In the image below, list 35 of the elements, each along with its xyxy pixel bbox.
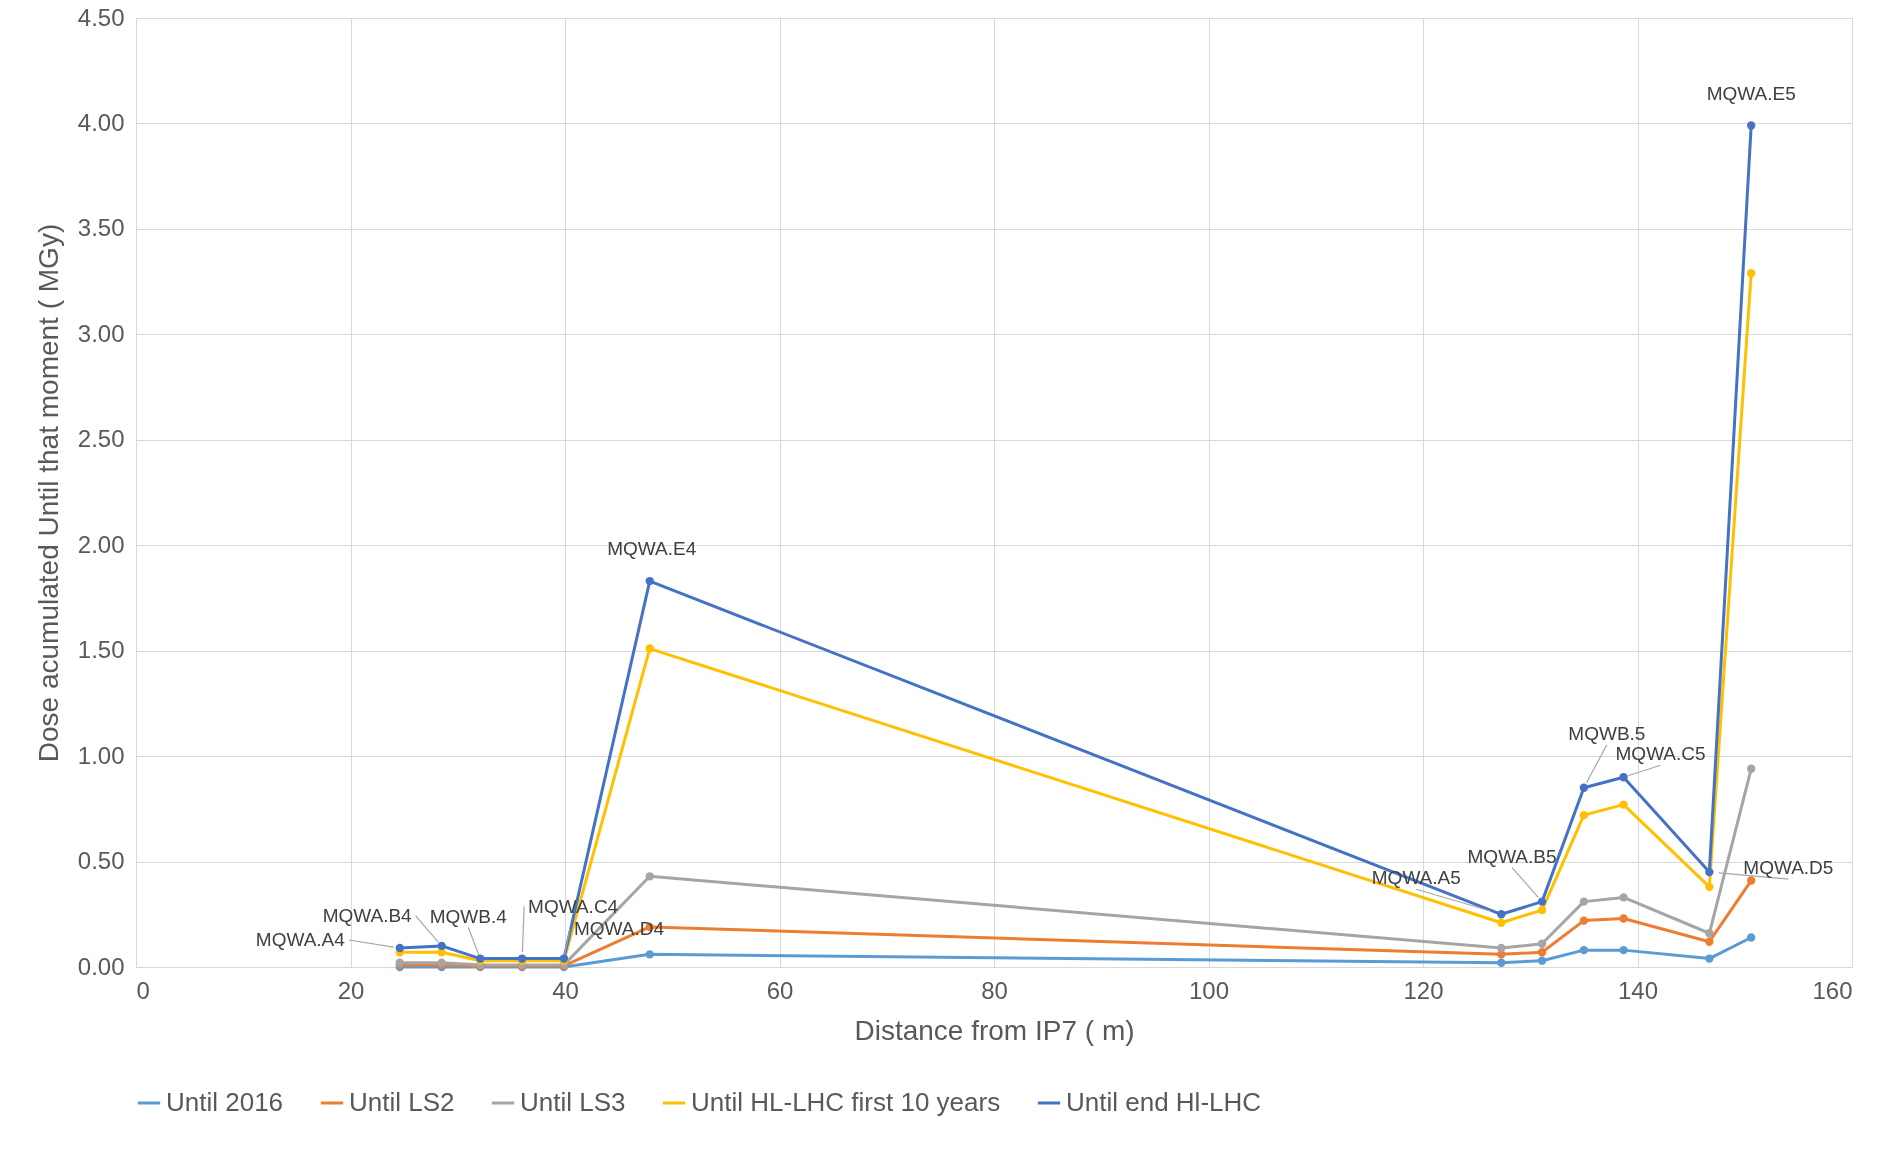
x-tick-label: 0 <box>136 976 150 1004</box>
x-tick-label: 80 <box>981 976 1008 1004</box>
annotation: MQWB.4 <box>429 905 508 927</box>
y-tick-label: 3.50 <box>77 214 125 242</box>
annotation: MQWA.E5 <box>1706 82 1796 104</box>
x-tick-label: 160 <box>1812 976 1853 1004</box>
x-axis-title: Distance from IP7 ( m) <box>854 1014 1135 1046</box>
annotation: MQWA.B4 <box>322 904 413 926</box>
legend-label: Until LS3 <box>520 1087 626 1117</box>
legend-label: Until HL-LHC first 10 years <box>691 1087 1001 1117</box>
annotation: MQWA.C5 <box>1615 743 1706 765</box>
y-tick-label: 4.50 <box>77 3 125 31</box>
y-tick-label: 4.00 <box>77 108 125 136</box>
x-tick-label: 20 <box>337 976 365 1004</box>
y-tick-label: 2.50 <box>77 425 125 453</box>
legend-label: Until end Hl-LHC <box>1066 1087 1262 1117</box>
x-tick-label: 60 <box>766 976 794 1004</box>
legend-label: Until 2016 <box>166 1087 284 1117</box>
x-tick-label: 140 <box>1617 976 1659 1004</box>
annotation: MQWA.B5 <box>1467 845 1557 867</box>
annotation: MQWA.A4 <box>255 929 346 951</box>
annotation: MQWA.D5 <box>1743 857 1834 879</box>
y-tick-label: 0.50 <box>77 847 125 875</box>
y-axis-title: Dose acumulated Until that moment ( MGy) <box>32 223 64 763</box>
annotation: MQWA.E4 <box>607 538 697 560</box>
x-tick-label: 120 <box>1403 976 1444 1004</box>
y-tick-label: 3.00 <box>77 319 125 347</box>
x-tick-label: 100 <box>1188 976 1230 1004</box>
annotation: MQWB.5 <box>1568 722 1646 744</box>
x-tick-label: 40 <box>552 976 579 1004</box>
y-tick-label: 1.00 <box>77 741 125 769</box>
y-tick-label: 2.00 <box>77 530 125 558</box>
legend-label: Until LS2 <box>349 1087 455 1117</box>
y-tick-label: 0.00 <box>77 952 125 980</box>
y-tick-label: 1.50 <box>77 636 125 664</box>
